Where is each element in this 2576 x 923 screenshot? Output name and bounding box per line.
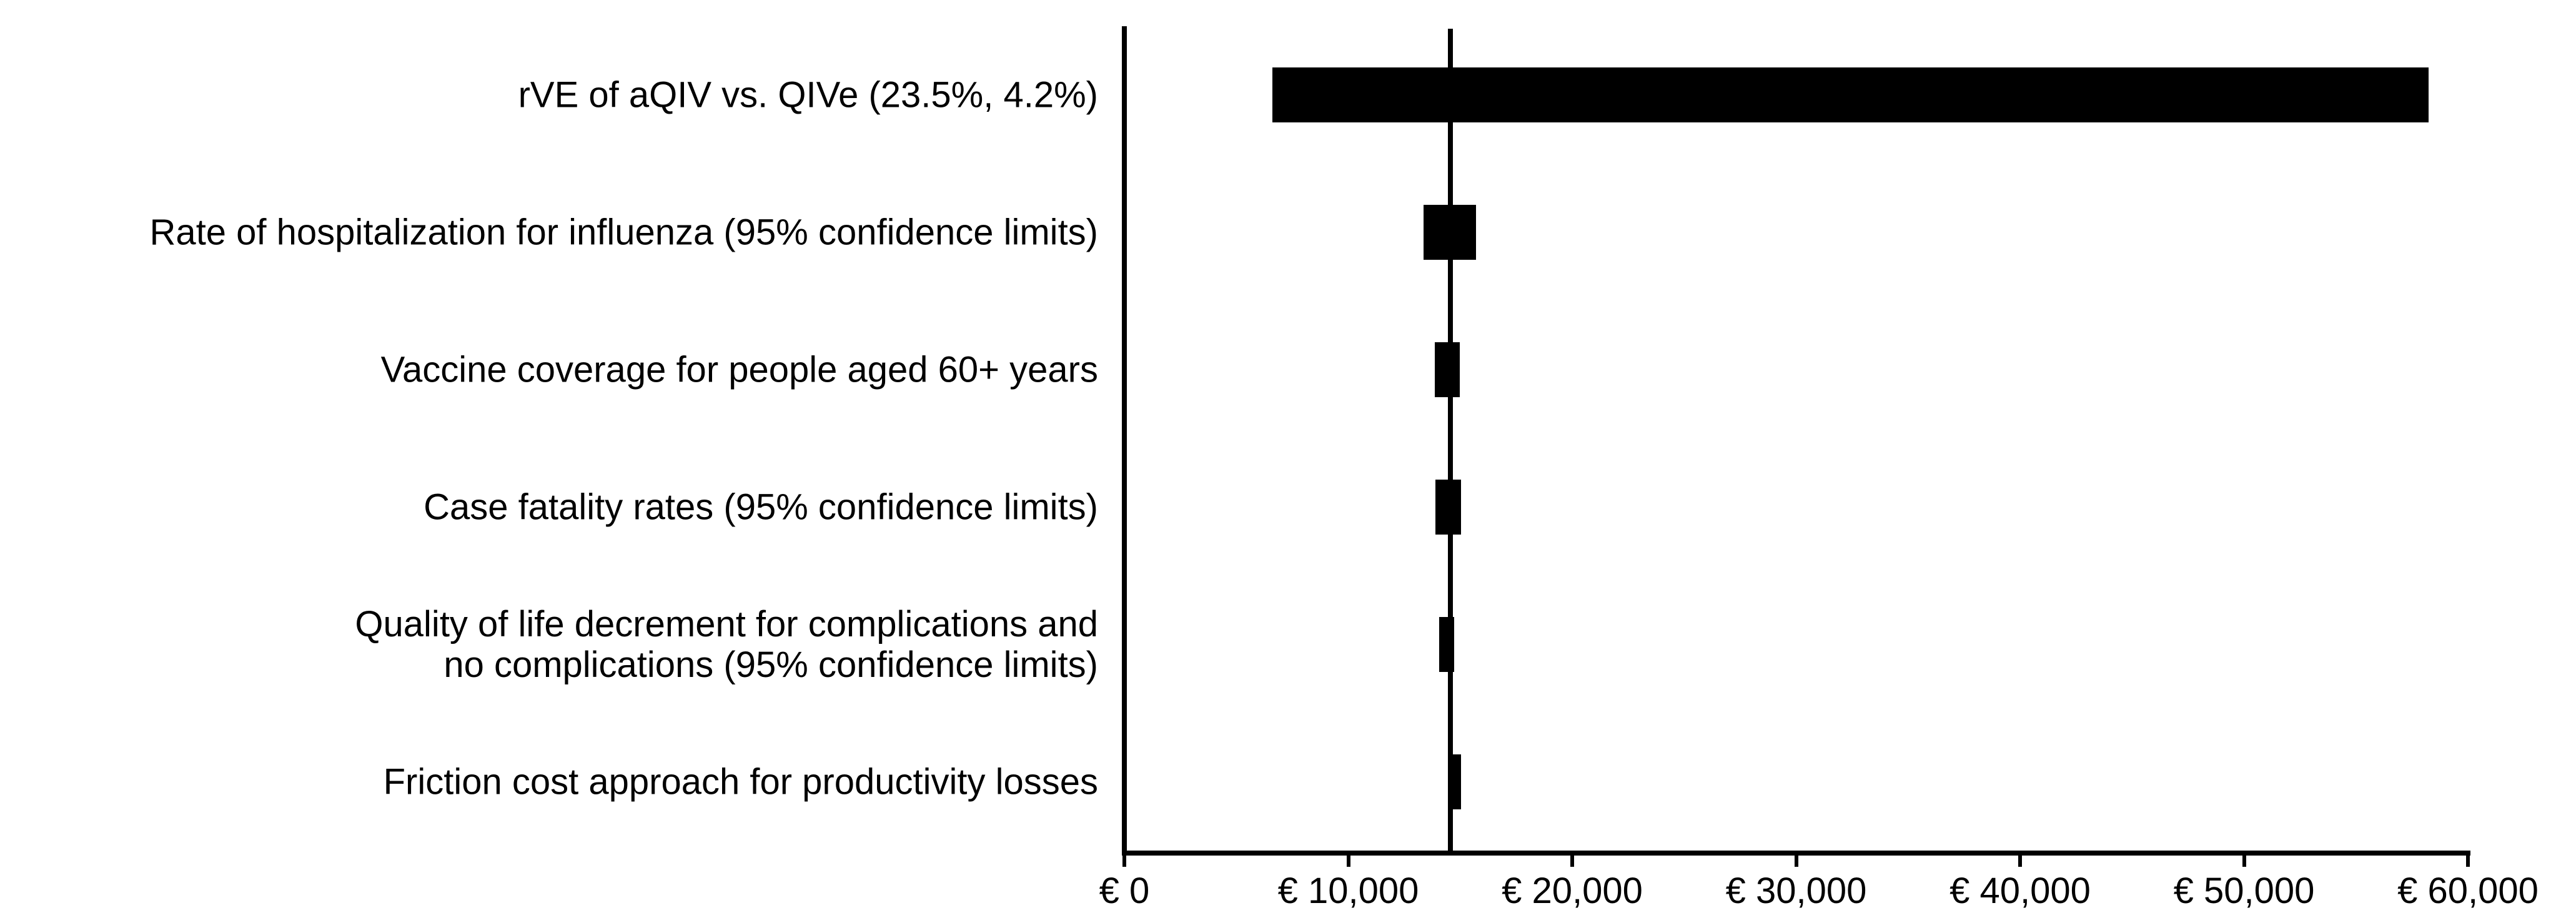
category-label-case-fatality: Case fatality rates (95% confidence limi… [5,486,1098,527]
category-label-vaccine-coverage: Vaccine coverage for people aged 60+ yea… [5,349,1098,390]
x-axis-tick [2018,851,2022,867]
category-label-text: Quality of life decrement for complicati… [355,603,1098,644]
x-axis-tick-label: € 40,000 [1949,871,2091,911]
bar-quality-of-life [1439,616,1455,672]
x-axis-tick-label: € 30,000 [1725,871,1867,911]
x-axis-tick [2242,851,2246,867]
category-label-text: no complications (95% confidence limits) [443,644,1098,685]
bar-hospitalization [1424,204,1476,260]
category-label-hospitalization: Rate of hospitalization for influenza (9… [5,212,1098,252]
bar-rve [1272,67,2429,122]
x-axis-tick [2466,851,2470,867]
category-label-quality-of-life: Quality of life decrement for complicati… [5,604,1098,685]
category-label-text: Case fatality rates (95% confidence limi… [424,486,1098,527]
category-label-text: Vaccine coverage for people aged 60+ yea… [380,349,1098,390]
x-axis-tick-label: € 60,000 [2397,871,2539,911]
x-axis-tick-label: € 10,000 [1277,871,1419,911]
x-axis-tick [1122,851,1126,867]
category-label-friction-cost: Friction cost approach for productivity … [5,761,1098,802]
category-label-text: Rate of hospitalization for influenza (9… [149,212,1098,252]
base-case-reference-line [1447,29,1453,851]
bar-vaccine-coverage [1434,342,1460,397]
x-axis-tick [1570,851,1574,867]
x-axis-tick [1794,851,1798,867]
x-axis-tick-label: € 50,000 [2173,871,2315,911]
x-axis-tick-label: € 0 [1099,871,1150,911]
category-label-text: rVE of aQIV vs. QIVe (23.5%, 4.2%) [518,74,1098,115]
bar-friction-cost [1450,754,1461,809]
category-label-text: Friction cost approach for productivity … [383,761,1098,802]
bar-case-fatality [1435,479,1461,535]
x-axis-tick-label: € 20,000 [1502,871,1643,911]
category-label-rve: rVE of aQIV vs. QIVe (23.5%, 4.2%) [5,74,1098,115]
x-axis-tick [1346,851,1350,867]
y-axis-line [1122,26,1127,856]
